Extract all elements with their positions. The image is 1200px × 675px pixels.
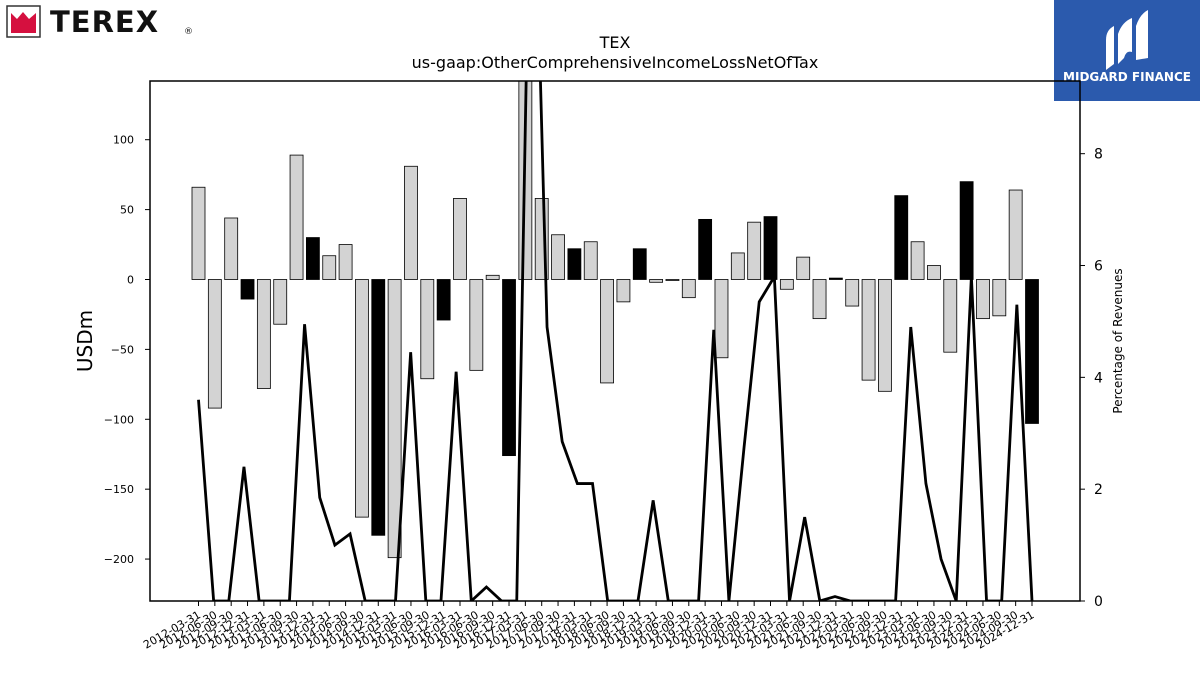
y2-tick-label-2: 2	[1094, 482, 1103, 498]
y-tick-label-50: 50	[120, 204, 134, 217]
plot-frame	[149, 80, 1081, 602]
bar-2023-09-30	[943, 279, 958, 353]
bar-2019-09-30	[681, 279, 696, 299]
registered-mark: ®	[184, 27, 193, 37]
bar-2022-12-31	[894, 195, 909, 280]
bar-2013-03-31	[256, 279, 271, 389]
y-tick-label--200: −200	[104, 553, 134, 566]
bar-2022-09-30	[878, 279, 892, 392]
y-axis-left: 100 50 0 −50 −100 −150 −200	[104, 134, 150, 566]
bar-2020-06-30	[730, 252, 745, 280]
bar-2023-06-30	[927, 265, 941, 280]
bar-2014-03-31	[322, 255, 337, 280]
bar-2020-03-31	[714, 279, 729, 359]
y2-tick-label-4: 4	[1094, 370, 1103, 386]
y2-tick-label-6: 6	[1094, 259, 1103, 275]
bar-2014-09-30	[355, 279, 369, 518]
bar-2022-06-30	[861, 279, 876, 381]
bar-2023-12-31	[959, 181, 974, 280]
watermark-text: MIDGARD FINANCE	[1063, 70, 1191, 84]
bar-2012-12-31	[240, 279, 255, 300]
bar-2018-12-31	[632, 248, 647, 280]
bar-2021-12-31	[828, 277, 843, 280]
bar-series	[191, 80, 1039, 559]
bar-2012-09-30	[224, 217, 239, 280]
chart-subtitle: us-gaap:OtherComprehensiveIncomeLossNetO…	[412, 53, 819, 72]
bar-2015-03-31	[387, 279, 402, 559]
y2-axis-label: Percentage of Revenues	[1111, 268, 1125, 413]
crown-icon	[11, 12, 36, 33]
bar-2015-12-31	[436, 279, 451, 321]
bar-2019-03-31	[649, 279, 664, 283]
bar-2014-06-30	[338, 244, 353, 280]
y-tick-label--150: −150	[104, 483, 134, 496]
x-axis: 2012-03-312012-06-302012-09-302012-12-31…	[141, 601, 1037, 652]
bar-2020-09-30	[747, 221, 762, 280]
bar-2013-06-30	[273, 279, 288, 325]
bar-2020-12-31	[763, 216, 778, 280]
bar-2021-09-30	[812, 279, 827, 320]
bar-2024-03-31	[976, 279, 990, 320]
terex-logo-text: TEREX	[50, 5, 159, 39]
y2-tick-label-8: 8	[1094, 147, 1103, 163]
bar-2018-03-31	[583, 241, 598, 280]
bar-2023-03-31	[910, 241, 925, 280]
bar-2016-12-31	[502, 279, 516, 457]
percentage-line	[197, 81, 1034, 601]
bar-2016-09-30	[485, 274, 500, 280]
terex-logo: TEREX ®	[6, 5, 193, 39]
y-tick-label--50: −50	[111, 343, 134, 356]
bar-2018-06-30	[600, 279, 614, 384]
bar-2021-06-30	[796, 256, 811, 280]
bar-2012-03-31	[191, 186, 206, 280]
bar-2015-09-30	[420, 279, 435, 380]
bar-2018-09-30	[616, 279, 631, 303]
bar-2016-03-31	[453, 198, 467, 280]
bar-2021-03-31	[779, 279, 794, 290]
bar-2019-12-31	[698, 218, 713, 280]
y-axis-right: 0 2 4 6 8	[1080, 147, 1103, 610]
bar-2024-06-30	[992, 279, 1007, 317]
bar-2012-06-30	[207, 279, 222, 409]
bar-2017-09-30	[551, 234, 565, 280]
midgard-finance-watermark: MIDGARD FINANCE	[1054, 0, 1200, 101]
bar-2022-03-31	[845, 279, 860, 307]
y-axis-label: USDm	[73, 310, 97, 372]
bar-2019-06-30	[665, 279, 680, 281]
bar-2024-12-31	[1025, 279, 1039, 424]
y-tick-label-0: 0	[127, 273, 134, 286]
bar-2014-12-31	[371, 279, 386, 536]
y-tick-label--100: −100	[104, 413, 134, 426]
bar-2013-09-30	[289, 154, 304, 280]
chart-title: TEX	[599, 33, 631, 52]
bar-2017-12-31	[567, 248, 582, 280]
y-tick-label-100: 100	[113, 134, 134, 147]
y2-tick-label-0: 0	[1094, 594, 1103, 610]
bar-2016-06-30	[469, 279, 484, 371]
percentage-line-series	[197, 81, 1034, 601]
bar-2013-12-31	[305, 237, 320, 280]
bar-2024-09-30	[1008, 189, 1023, 280]
bar-2015-06-30	[404, 165, 418, 280]
midgard-emblem-icon	[1106, 10, 1148, 70]
